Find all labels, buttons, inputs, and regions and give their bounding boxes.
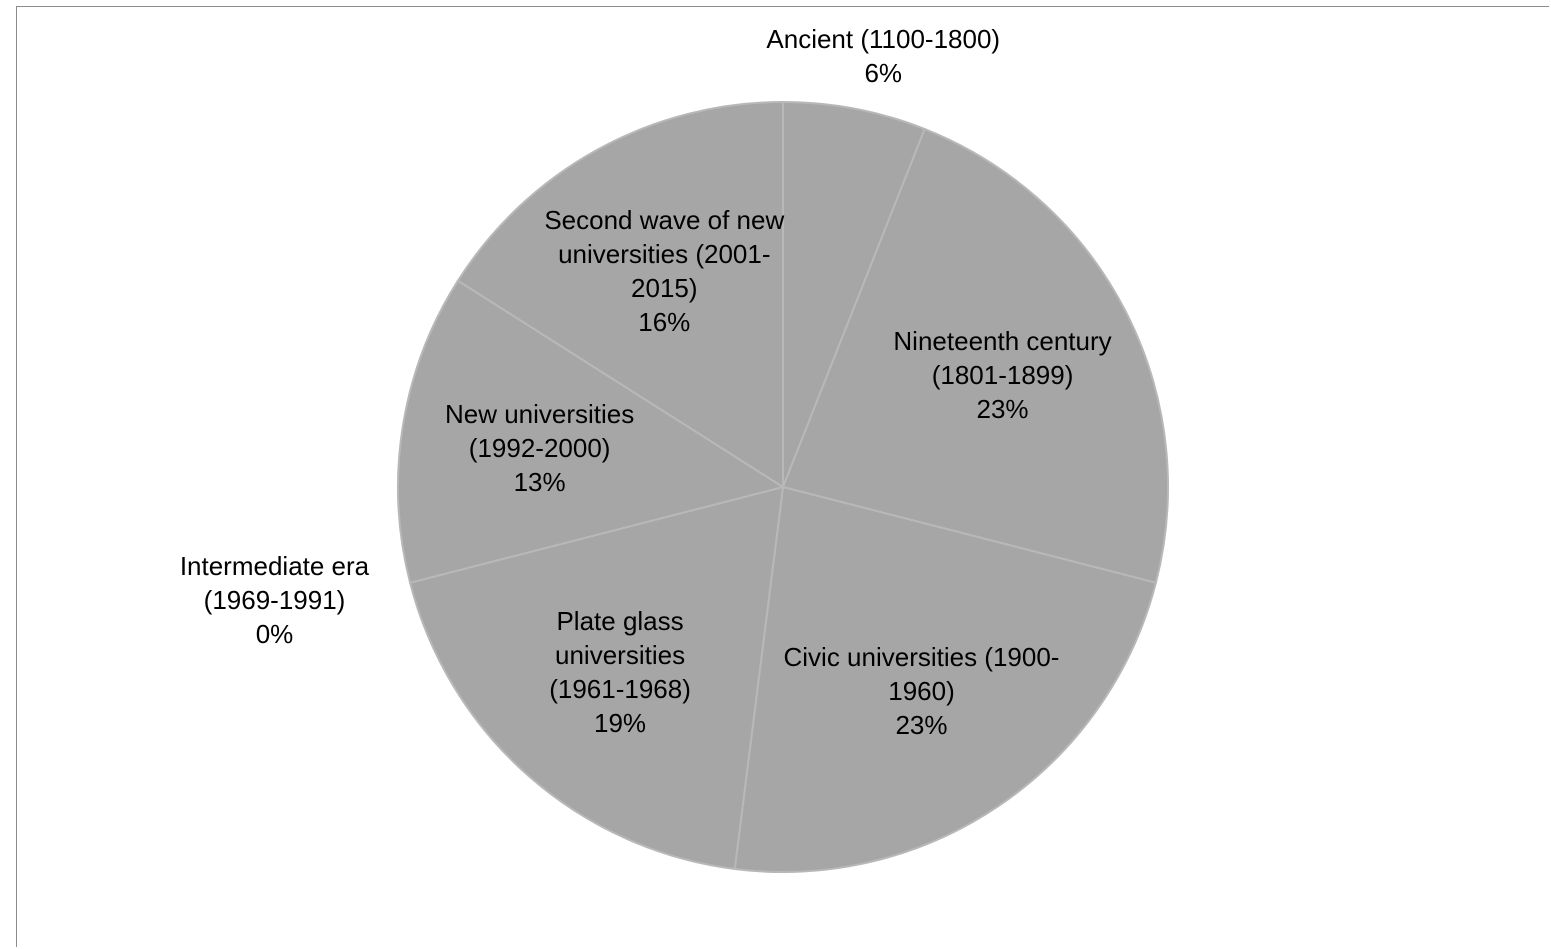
value-label: 0% [255, 619, 294, 650]
category-label: Nineteenth century (1801-1899) [893, 326, 1112, 391]
category-label: Plate glass universities (1961-1968) [549, 605, 691, 704]
pie-slice [456, 100, 784, 489]
pie-slice [408, 485, 785, 871]
data-label: Plate glass universities (1961-1968) 19% [520, 604, 720, 740]
data-label: Intermediate era (1969-1991) 0% [144, 549, 404, 651]
chart-frame [16, 6, 1549, 947]
value-label: 23% [976, 394, 1029, 425]
category-label: Ancient (1100-1800) [766, 23, 1001, 54]
data-label: Nineteenth century (1801-1899) 23% [853, 324, 1153, 426]
category-label: Second wave of new universities (2001-20… [544, 205, 785, 304]
value-label: 16% [638, 307, 691, 338]
pie-slice [782, 100, 927, 488]
pie-slice [397, 279, 786, 584]
pie-slice [781, 127, 1169, 584]
category-label: Intermediate era (1969-1991) [179, 551, 370, 616]
data-label: Civic universities (1900-1960) 23% [771, 640, 1071, 742]
category-label: New universities (1992-2000) [444, 399, 635, 464]
data-label: Second wave of new universities (2001-20… [544, 203, 784, 339]
data-label: Ancient (1100-1800) 6% [713, 22, 1053, 90]
pie-slice [733, 485, 1158, 873]
value-label: 19% [594, 707, 647, 738]
data-label: New universities (1992-2000) 13% [410, 397, 670, 499]
value-label: 6% [864, 57, 903, 88]
category-label: Civic universities (1900-1960) [783, 641, 1060, 706]
value-label: 23% [895, 709, 948, 740]
value-label: 13% [513, 467, 566, 498]
